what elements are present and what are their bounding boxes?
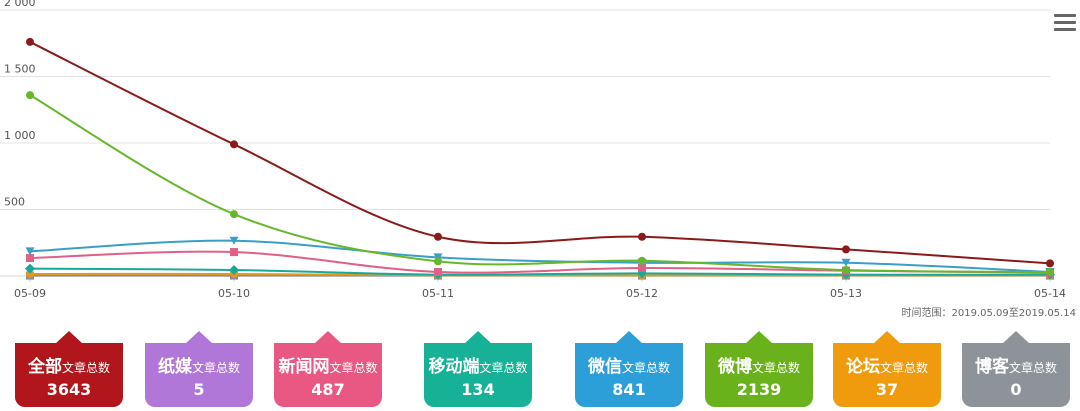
data-point — [229, 236, 239, 245]
data-point — [1046, 268, 1054, 277]
x-tick-label: 05-14 — [1034, 287, 1066, 300]
card-title: 移动端 — [428, 357, 480, 377]
line-chart: 500 1 000 1 500 2 000 05-09 05-10 05-11 05-12 05… — [0, 0, 1066, 300]
series-line — [29, 239, 1051, 274]
card-count: 3643 — [46, 380, 92, 399]
data-point — [230, 140, 238, 149]
card-suffix: 文章总数 — [479, 361, 528, 375]
series-line — [29, 41, 1051, 265]
y-tick-label: 500 — [4, 196, 25, 209]
x-tick-label: 05-11 — [422, 287, 454, 300]
time-range-label: 时间范围：2019.05.09至2019.05.14 — [901, 308, 1076, 319]
series-line — [29, 267, 1051, 276]
card-count: 841 — [612, 380, 646, 399]
data-point — [26, 254, 34, 263]
data-point — [26, 37, 34, 46]
data-point — [842, 245, 850, 254]
data-point — [638, 264, 646, 273]
x-tick-label: 05-12 — [626, 287, 658, 300]
data-point — [434, 232, 442, 241]
y-tick-label: 1 500 — [4, 63, 36, 76]
card-count: 5 — [193, 380, 205, 399]
data-point — [434, 268, 442, 277]
card-forum[interactable]: 论坛文章总数 37 — [833, 331, 941, 407]
card-weibo[interactable]: 微博文章总数 2139 — [705, 331, 813, 407]
card-title: 全部 — [27, 357, 62, 377]
data-point — [230, 248, 238, 257]
data-point — [26, 91, 34, 100]
card-mobile[interactable]: 移动端文章总数 134 — [424, 331, 532, 407]
card-suffix: 文章总数 — [1008, 361, 1057, 375]
card-wechat[interactable]: 微信文章总数 841 — [575, 331, 683, 407]
card-blog[interactable]: 博客文章总数 0 — [962, 331, 1070, 407]
data-point — [1046, 259, 1054, 268]
hamburger-menu-icon[interactable] — [1054, 14, 1076, 34]
x-tick-label: 05-09 — [14, 287, 46, 300]
card-count: 487 — [311, 380, 345, 399]
data-point — [638, 256, 646, 265]
card-title: 新闻网 — [278, 357, 330, 377]
series-line — [29, 94, 1051, 274]
data-point — [25, 263, 35, 274]
data-point — [229, 265, 239, 276]
card-count: 37 — [875, 380, 899, 399]
data-point — [230, 210, 238, 219]
data-point — [638, 232, 646, 241]
card-suffix: 文章总数 — [621, 361, 670, 375]
card-title: 博客 — [974, 357, 1009, 377]
card-suffix: 文章总数 — [61, 361, 110, 375]
card-suffix: 文章总数 — [191, 361, 240, 375]
card-title: 微博 — [717, 357, 752, 377]
data-point — [841, 258, 851, 267]
card-news-site[interactable]: 新闻网文章总数 487 — [274, 331, 382, 407]
card-suffix: 文章总数 — [329, 361, 378, 375]
card-suffix: 文章总数 — [751, 361, 800, 375]
card-all[interactable]: 全部文章总数 3643 — [15, 331, 123, 407]
card-count: 134 — [461, 380, 495, 399]
card-count: 0 — [1010, 380, 1022, 399]
card-title: 纸媒 — [157, 357, 192, 377]
x-tick-label: 05-13 — [830, 287, 862, 300]
card-count: 2139 — [736, 380, 782, 399]
card-print-media[interactable]: 纸媒文章总数 5 — [145, 331, 253, 407]
channel-cards: 全部文章总数 3643 纸媒文章总数 5 新闻网文章总数 487 移动端文章总数 134… — [0, 318, 1080, 411]
card-title: 微信 — [587, 357, 622, 377]
y-tick-label: 2 000 — [4, 0, 36, 9]
data-point — [26, 270, 34, 279]
y-tick-label: 1 000 — [4, 129, 36, 142]
data-point — [434, 257, 442, 266]
x-tick-label: 05-10 — [218, 287, 250, 300]
data-point — [25, 247, 35, 256]
card-title: 论坛 — [845, 357, 880, 377]
data-point — [842, 266, 850, 275]
card-suffix: 文章总数 — [879, 361, 928, 375]
